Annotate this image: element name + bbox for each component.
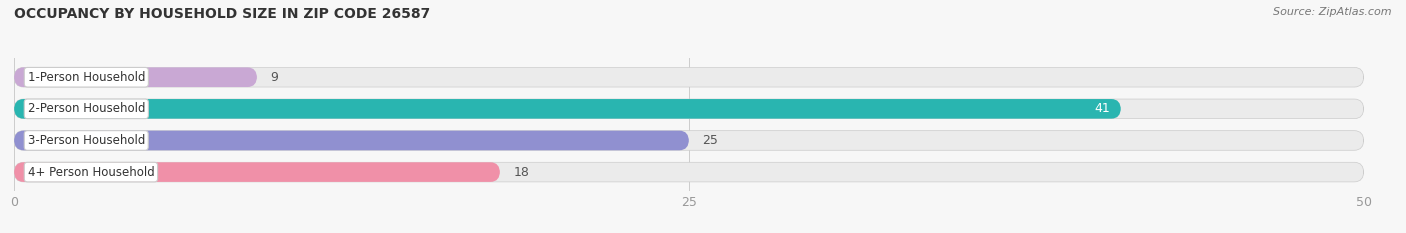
Text: 4+ Person Household: 4+ Person Household: [28, 166, 155, 178]
Text: 41: 41: [1094, 102, 1111, 115]
Text: 18: 18: [513, 166, 529, 178]
Text: 2-Person Household: 2-Person Household: [28, 102, 145, 115]
Text: 25: 25: [703, 134, 718, 147]
Text: Source: ZipAtlas.com: Source: ZipAtlas.com: [1274, 7, 1392, 17]
FancyBboxPatch shape: [14, 162, 1364, 182]
FancyBboxPatch shape: [14, 99, 1364, 119]
Text: OCCUPANCY BY HOUSEHOLD SIZE IN ZIP CODE 26587: OCCUPANCY BY HOUSEHOLD SIZE IN ZIP CODE …: [14, 7, 430, 21]
FancyBboxPatch shape: [14, 131, 1364, 150]
FancyBboxPatch shape: [14, 162, 501, 182]
FancyBboxPatch shape: [14, 67, 1364, 87]
FancyBboxPatch shape: [14, 131, 689, 150]
Text: 1-Person Household: 1-Person Household: [28, 71, 145, 84]
FancyBboxPatch shape: [14, 99, 1121, 119]
Text: 3-Person Household: 3-Person Household: [28, 134, 145, 147]
Text: 9: 9: [270, 71, 278, 84]
FancyBboxPatch shape: [14, 67, 257, 87]
